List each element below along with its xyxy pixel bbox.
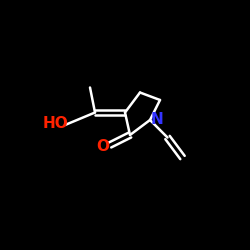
Text: N: N: [150, 112, 164, 127]
Text: O: O: [96, 139, 109, 154]
Text: HO: HO: [42, 116, 68, 131]
